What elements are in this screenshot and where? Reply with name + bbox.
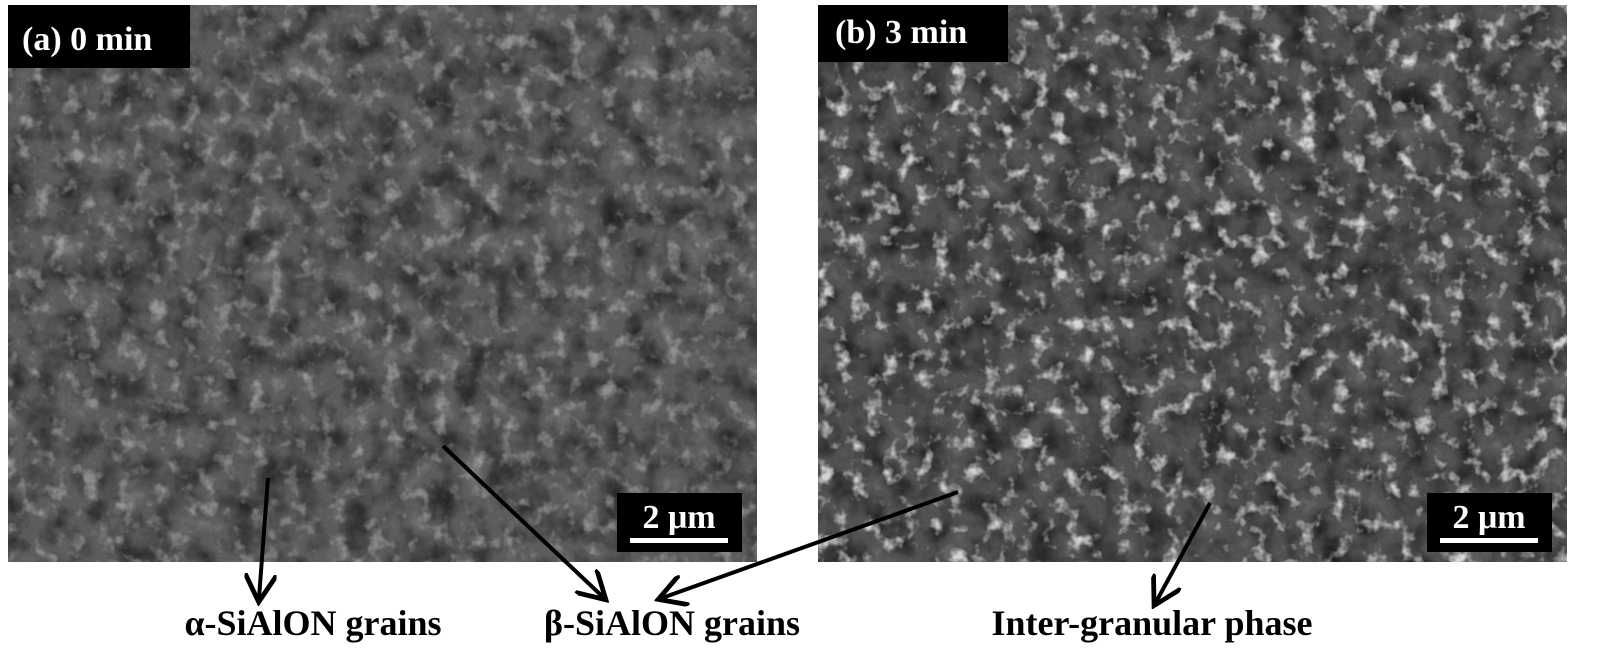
panel-a: (a) 0 min 2 μm <box>8 5 757 562</box>
scale-bar <box>630 538 728 543</box>
panel-label: (a) 0 min <box>22 21 152 58</box>
scale-label: 2 μm <box>642 499 715 536</box>
texture <box>8 5 757 562</box>
annotation: Inter-granular phase <box>991 603 1312 643</box>
panel-label: (b) 3 min <box>835 14 967 51</box>
annotation: β-SiAlON grains <box>544 603 800 643</box>
scale-bar <box>1440 538 1538 543</box>
annotation: α-SiAlON grains <box>184 603 441 643</box>
scale-label: 2 μm <box>1452 499 1525 536</box>
texture <box>818 5 1567 562</box>
panel-b: (b) 3 min 2 μm <box>818 5 1567 562</box>
figure: (a) 0 min 2 μm (b) 3 min 2 μm α-SiAlON g… <box>0 0 1609 664</box>
